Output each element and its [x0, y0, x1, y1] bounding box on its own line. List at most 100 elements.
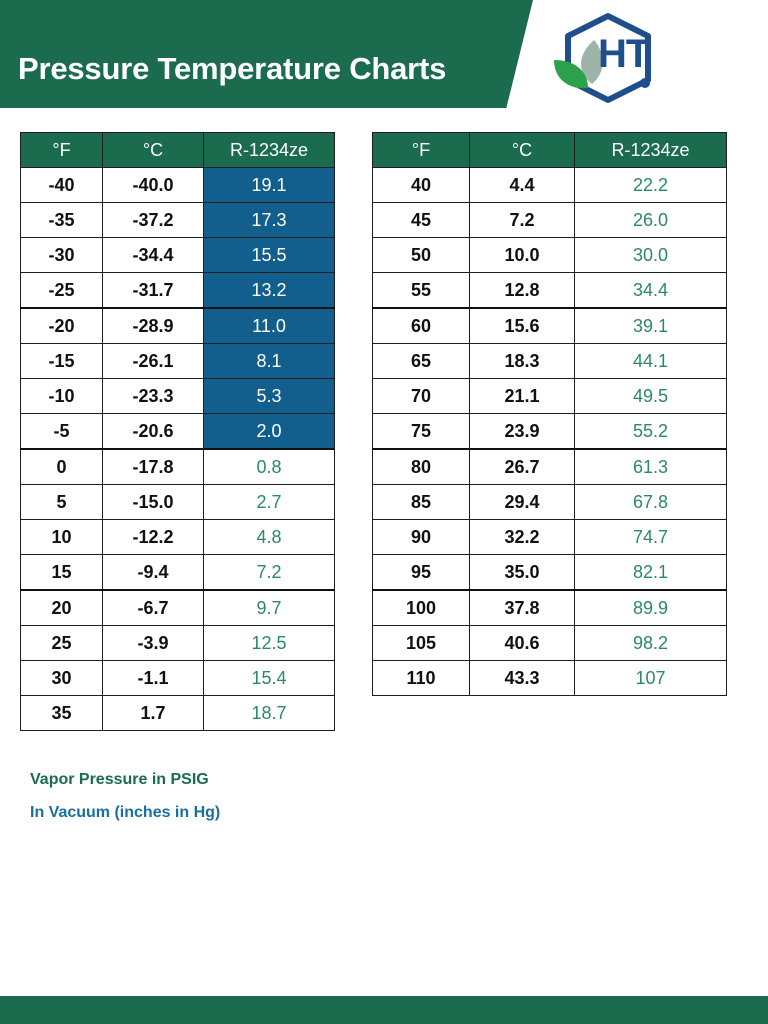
temp-f-cell: 50: [372, 237, 470, 273]
temp-c-cell: -9.4: [102, 554, 204, 591]
temp-c-cell: 29.4: [469, 484, 575, 520]
table-row: 110 43.3 107: [372, 660, 727, 696]
column-header: °F: [372, 132, 470, 168]
table-row: 45 7.2 26.0: [372, 202, 727, 238]
column-header: °C: [469, 132, 575, 168]
temp-c-cell: 32.2: [469, 519, 575, 555]
table-row: 10 -12.2 4.8: [20, 519, 335, 555]
pressure-cell: 8.1: [203, 343, 335, 379]
table-row: -30 -34.4 15.5: [20, 237, 335, 273]
table-row: 95 35.0 82.1: [372, 554, 727, 591]
temp-f-cell: -10: [20, 378, 103, 414]
column-header: °C: [102, 132, 204, 168]
pressure-cell: 22.2: [574, 167, 727, 203]
pressure-cell: 34.4: [574, 272, 727, 309]
temp-f-cell: 75: [372, 413, 470, 450]
pressure-cell: 18.7: [203, 695, 335, 731]
temp-c-cell: -26.1: [102, 343, 204, 379]
table-row: 70 21.1 49.5: [372, 378, 727, 414]
table-row: 80 26.7 61.3: [372, 448, 727, 485]
footer-bar: [0, 996, 768, 1024]
pressure-cell: 30.0: [574, 237, 727, 273]
temp-c-cell: -20.6: [102, 413, 204, 450]
temp-f-cell: 105: [372, 625, 470, 661]
table-row: -20 -28.9 11.0: [20, 307, 335, 344]
temp-c-cell: -6.7: [102, 589, 204, 626]
temp-c-cell: 21.1: [469, 378, 575, 414]
temp-f-cell: 70: [372, 378, 470, 414]
table-row: 25 -3.9 12.5: [20, 625, 335, 661]
logo-text: HT: [598, 32, 650, 76]
pressure-cell: 2.7: [203, 484, 335, 520]
table-row: -25 -31.7 13.2: [20, 272, 335, 309]
temp-f-cell: 35: [20, 695, 103, 731]
pressure-cell: 5.3: [203, 378, 335, 414]
pressure-cell: 26.0: [574, 202, 727, 238]
temp-c-cell: 1.7: [102, 695, 204, 731]
temp-c-cell: -17.8: [102, 448, 204, 485]
temp-f-cell: 85: [372, 484, 470, 520]
table-row: 50 10.0 30.0: [372, 237, 727, 273]
pressure-cell: 15.5: [203, 237, 335, 273]
temp-f-cell: 80: [372, 448, 470, 485]
pressure-cell: 7.2: [203, 554, 335, 591]
temp-c-cell: 7.2: [469, 202, 575, 238]
pressure-table-right: °F °C R-1234ze 40 4.4 22.2 45 7.2 26.0 50 10.0 30.…: [372, 132, 727, 696]
temp-f-cell: 30: [20, 660, 103, 696]
table-row: -40 -40.0 19.1: [20, 167, 335, 203]
temp-c-cell: 15.6: [469, 307, 575, 344]
table-row: 100 37.8 89.9: [372, 589, 727, 626]
temp-f-cell: 15: [20, 554, 103, 591]
temp-f-cell: -30: [20, 237, 103, 273]
table-row: 60 15.6 39.1: [372, 307, 727, 344]
pressure-cell: 19.1: [203, 167, 335, 203]
pressure-cell: 0.8: [203, 448, 335, 485]
header-green-shape: [0, 0, 533, 108]
column-header: R-1234ze: [203, 132, 335, 168]
header-band: Pressure Temperature Charts: [0, 0, 768, 108]
temp-f-cell: 55: [372, 272, 470, 309]
temp-f-cell: 65: [372, 343, 470, 379]
ht-logo-icon: [554, 13, 651, 103]
table-row: -5 -20.6 2.0: [20, 413, 335, 450]
pressure-cell: 55.2: [574, 413, 727, 450]
legend-vapor-pressure: Vapor Pressure in PSIG: [30, 771, 209, 788]
temp-c-cell: 18.3: [469, 343, 575, 379]
pressure-cell: 44.1: [574, 343, 727, 379]
temp-f-cell: 60: [372, 307, 470, 344]
temp-c-cell: -3.9: [102, 625, 204, 661]
column-header: °F: [20, 132, 103, 168]
temp-f-cell: -20: [20, 307, 103, 344]
table-row: 40 4.4 22.2: [372, 167, 727, 203]
temp-c-cell: 35.0: [469, 554, 575, 591]
table-row: -15 -26.1 8.1: [20, 343, 335, 379]
pressure-cell: 49.5: [574, 378, 727, 414]
temp-c-cell: 40.6: [469, 625, 575, 661]
temp-f-cell: 20: [20, 589, 103, 626]
table-row: 30 -1.1 15.4: [20, 660, 335, 696]
pressure-cell: 98.2: [574, 625, 727, 661]
table-row: 0 -17.8 0.8: [20, 448, 335, 485]
temp-f-cell: 95: [372, 554, 470, 591]
temp-f-cell: 40: [372, 167, 470, 203]
temp-c-cell: -40.0: [102, 167, 204, 203]
temp-c-cell: -23.3: [102, 378, 204, 414]
page-title: Pressure Temperature Charts: [18, 51, 447, 86]
pressure-cell: 89.9: [574, 589, 727, 626]
pressure-cell: 2.0: [203, 413, 335, 450]
table-row: -35 -37.2 17.3: [20, 202, 335, 238]
pressure-cell: 11.0: [203, 307, 335, 344]
temp-f-cell: 100: [372, 589, 470, 626]
table-row: 65 18.3 44.1: [372, 343, 727, 379]
temp-c-cell: -12.2: [102, 519, 204, 555]
temp-c-cell: -1.1: [102, 660, 204, 696]
temp-c-cell: 43.3: [469, 660, 575, 696]
table-row: 105 40.6 98.2: [372, 625, 727, 661]
temp-f-cell: -35: [20, 202, 103, 238]
pressure-cell: 82.1: [574, 554, 727, 591]
column-header: R-1234ze: [574, 132, 727, 168]
temp-c-cell: 26.7: [469, 448, 575, 485]
table-row: 55 12.8 34.4: [372, 272, 727, 309]
temp-c-cell: 37.8: [469, 589, 575, 626]
temp-f-cell: -15: [20, 343, 103, 379]
